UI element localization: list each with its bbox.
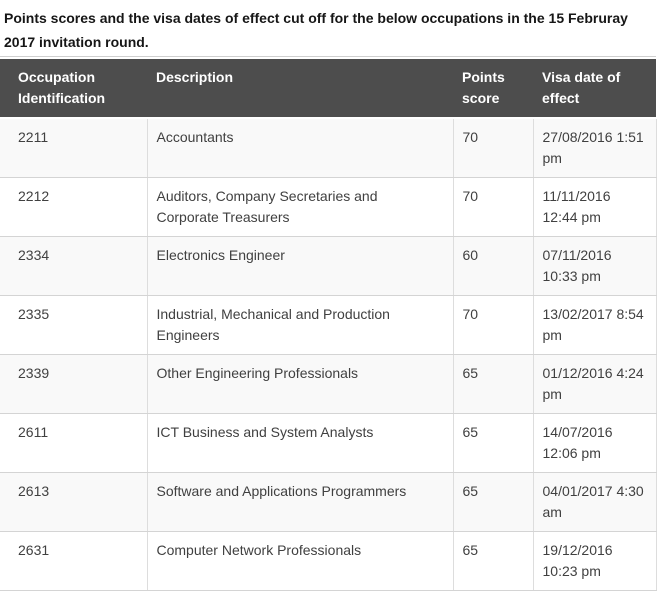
description-cell: Accountants [147, 118, 454, 178]
column-header-occupation-id: Occupation Identification [0, 59, 147, 119]
invitation-round-table: Occupation Identification Description Po… [0, 59, 657, 591]
table-top-divider [0, 56, 656, 57]
visa-date-cell: 19/12/2016 10:23 pm [533, 531, 657, 591]
points-score-cell: 70 [453, 295, 534, 355]
points-score-cell: 70 [453, 118, 534, 178]
occupation-id-cell: 2335 [0, 295, 148, 355]
column-header-points-score: Points score [453, 59, 533, 119]
description-cell: Industrial, Mechanical and Production En… [147, 295, 454, 355]
occupation-id-cell: 2613 [0, 472, 148, 532]
description-cell: ICT Business and System Analysts [147, 413, 454, 473]
visa-date-cell: 04/01/2017 4:30 am [533, 472, 657, 532]
occupation-id-cell: 2631 [0, 531, 148, 591]
occupation-id-cell: 2211 [0, 118, 148, 178]
table-header-row: Occupation Identification Description Po… [0, 59, 656, 119]
intro-text: Points scores and the visa dates of effe… [4, 10, 628, 50]
description-cell: Electronics Engineer [147, 236, 454, 296]
table-row: 2631 Computer Network Professionals 65 1… [0, 531, 657, 591]
table-header: Occupation Identification Description Po… [0, 59, 656, 119]
table-body: 2211 Accountants 70 27/08/2016 1:51 pm 2… [0, 118, 657, 591]
visa-date-cell: 13/02/2017 8:54 pm [533, 295, 657, 355]
table-row: 2334 Electronics Engineer 60 07/11/2016 … [0, 236, 657, 296]
description-cell: Auditors, Company Secretaries and Corpor… [147, 177, 454, 237]
description-cell: Computer Network Professionals [147, 531, 454, 591]
points-score-cell: 60 [453, 236, 534, 296]
points-score-cell: 65 [453, 531, 534, 591]
column-header-visa-date: Visa date of effect [533, 59, 656, 119]
description-cell: Software and Applications Programmers [147, 472, 454, 532]
column-header-description: Description [147, 59, 453, 119]
points-score-cell: 65 [453, 354, 534, 414]
points-score-cell: 65 [453, 472, 534, 532]
visa-date-cell: 27/08/2016 1:51 pm [533, 118, 657, 178]
occupation-id-cell: 2339 [0, 354, 148, 414]
visa-date-cell: 14/07/2016 12:06 pm [533, 413, 657, 473]
table-row: 2211 Accountants 70 27/08/2016 1:51 pm [0, 118, 657, 178]
visa-date-cell: 01/12/2016 4:24 pm [533, 354, 657, 414]
visa-date-cell: 11/11/2016 12:44 pm [533, 177, 657, 237]
points-score-cell: 70 [453, 177, 534, 237]
table-row: 2212 Auditors, Company Secretaries and C… [0, 177, 657, 237]
table-row: 2611 ICT Business and System Analysts 65… [0, 413, 657, 473]
occupation-id-cell: 2611 [0, 413, 148, 473]
table-row: 2339 Other Engineering Professionals 65 … [0, 354, 657, 414]
occupation-id-cell: 2212 [0, 177, 148, 237]
table-row: 2335 Industrial, Mechanical and Producti… [0, 295, 657, 355]
occupation-id-cell: 2334 [0, 236, 148, 296]
description-cell: Other Engineering Professionals [147, 354, 454, 414]
visa-date-cell: 07/11/2016 10:33 pm [533, 236, 657, 296]
table-row: 2613 Software and Applications Programme… [0, 472, 657, 532]
points-score-cell: 65 [453, 413, 534, 473]
